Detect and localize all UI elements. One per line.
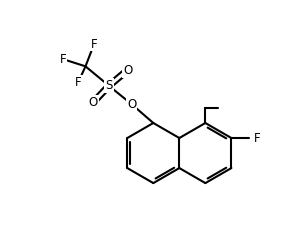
Text: O: O — [89, 96, 98, 109]
Text: F: F — [254, 132, 260, 144]
Text: F: F — [91, 38, 97, 50]
Text: F: F — [60, 53, 66, 66]
Text: S: S — [105, 79, 113, 92]
Text: O: O — [123, 63, 132, 77]
Text: O: O — [127, 98, 137, 111]
Text: F: F — [75, 76, 82, 89]
